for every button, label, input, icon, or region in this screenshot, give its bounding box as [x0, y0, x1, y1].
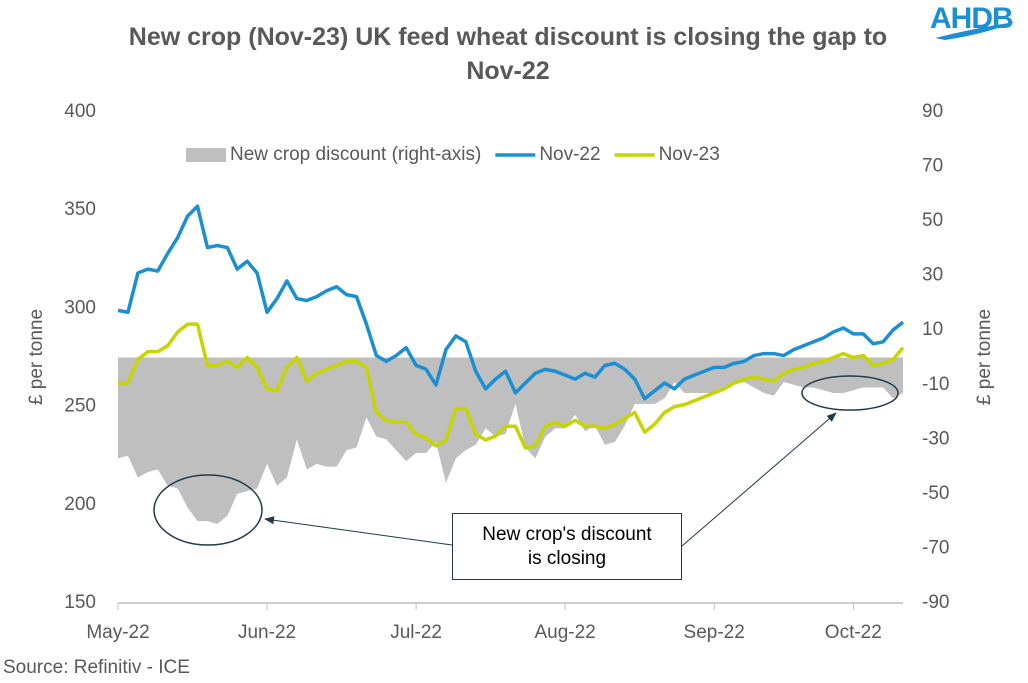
arrow: [264, 516, 453, 546]
y-tick-label: 200: [64, 494, 96, 515]
y2-tick-label: 90: [922, 101, 943, 122]
legend-label: Nov-22: [539, 144, 600, 165]
x-tick-label: Jun-22: [238, 622, 296, 643]
legend-label: New crop discount (right-axis): [230, 144, 481, 165]
legend-swatch: [186, 148, 226, 162]
y2-tick-label: -70: [922, 537, 949, 558]
highlight-ellipse: [801, 375, 899, 411]
y2-tick-label: -50: [922, 483, 949, 504]
series-line: [117, 204, 905, 401]
legend-label: Nov-23: [659, 144, 720, 165]
y-tick-label: 400: [64, 101, 96, 122]
x-tick-label: May-22: [86, 622, 149, 643]
source: Source: Refinitiv - ICE: [3, 657, 190, 678]
y2-tick-label: 30: [922, 265, 943, 286]
y2-tick-label: -90: [922, 592, 949, 613]
y2-tick-label: -10: [922, 374, 949, 395]
y2-tick-label: -30: [922, 428, 949, 449]
annotation: New crop's discount is closing: [452, 513, 682, 580]
x-tick-label: Oct-22: [825, 622, 882, 643]
logo-swoosh: [935, 22, 1015, 40]
discount-area: [118, 357, 903, 524]
y-tick-label: 250: [64, 396, 96, 417]
chart-title: New crop (Nov-23) UK feed wheat discount…: [128, 23, 888, 85]
y2-tick-label: 50: [922, 210, 943, 231]
highlight-ellipse: [153, 474, 263, 546]
y-axis-label: £ per tonne: [26, 309, 47, 405]
y-tick-label: 350: [64, 199, 96, 220]
y2-tick-label: 10: [922, 319, 943, 340]
y-tick-label: 300: [64, 297, 96, 318]
logo: AHDB: [930, 2, 1014, 35]
series-line: [118, 322, 905, 450]
y2-tick-label: 70: [922, 156, 943, 177]
x-tick-label: Sep-22: [684, 622, 745, 643]
y-tick-label: 150: [64, 592, 96, 613]
arrow: [681, 412, 837, 547]
x-tick-label: Aug-22: [535, 622, 596, 643]
y2-axis-label: £ per tonne: [974, 309, 995, 405]
x-tick-label: Jul-22: [390, 622, 442, 643]
